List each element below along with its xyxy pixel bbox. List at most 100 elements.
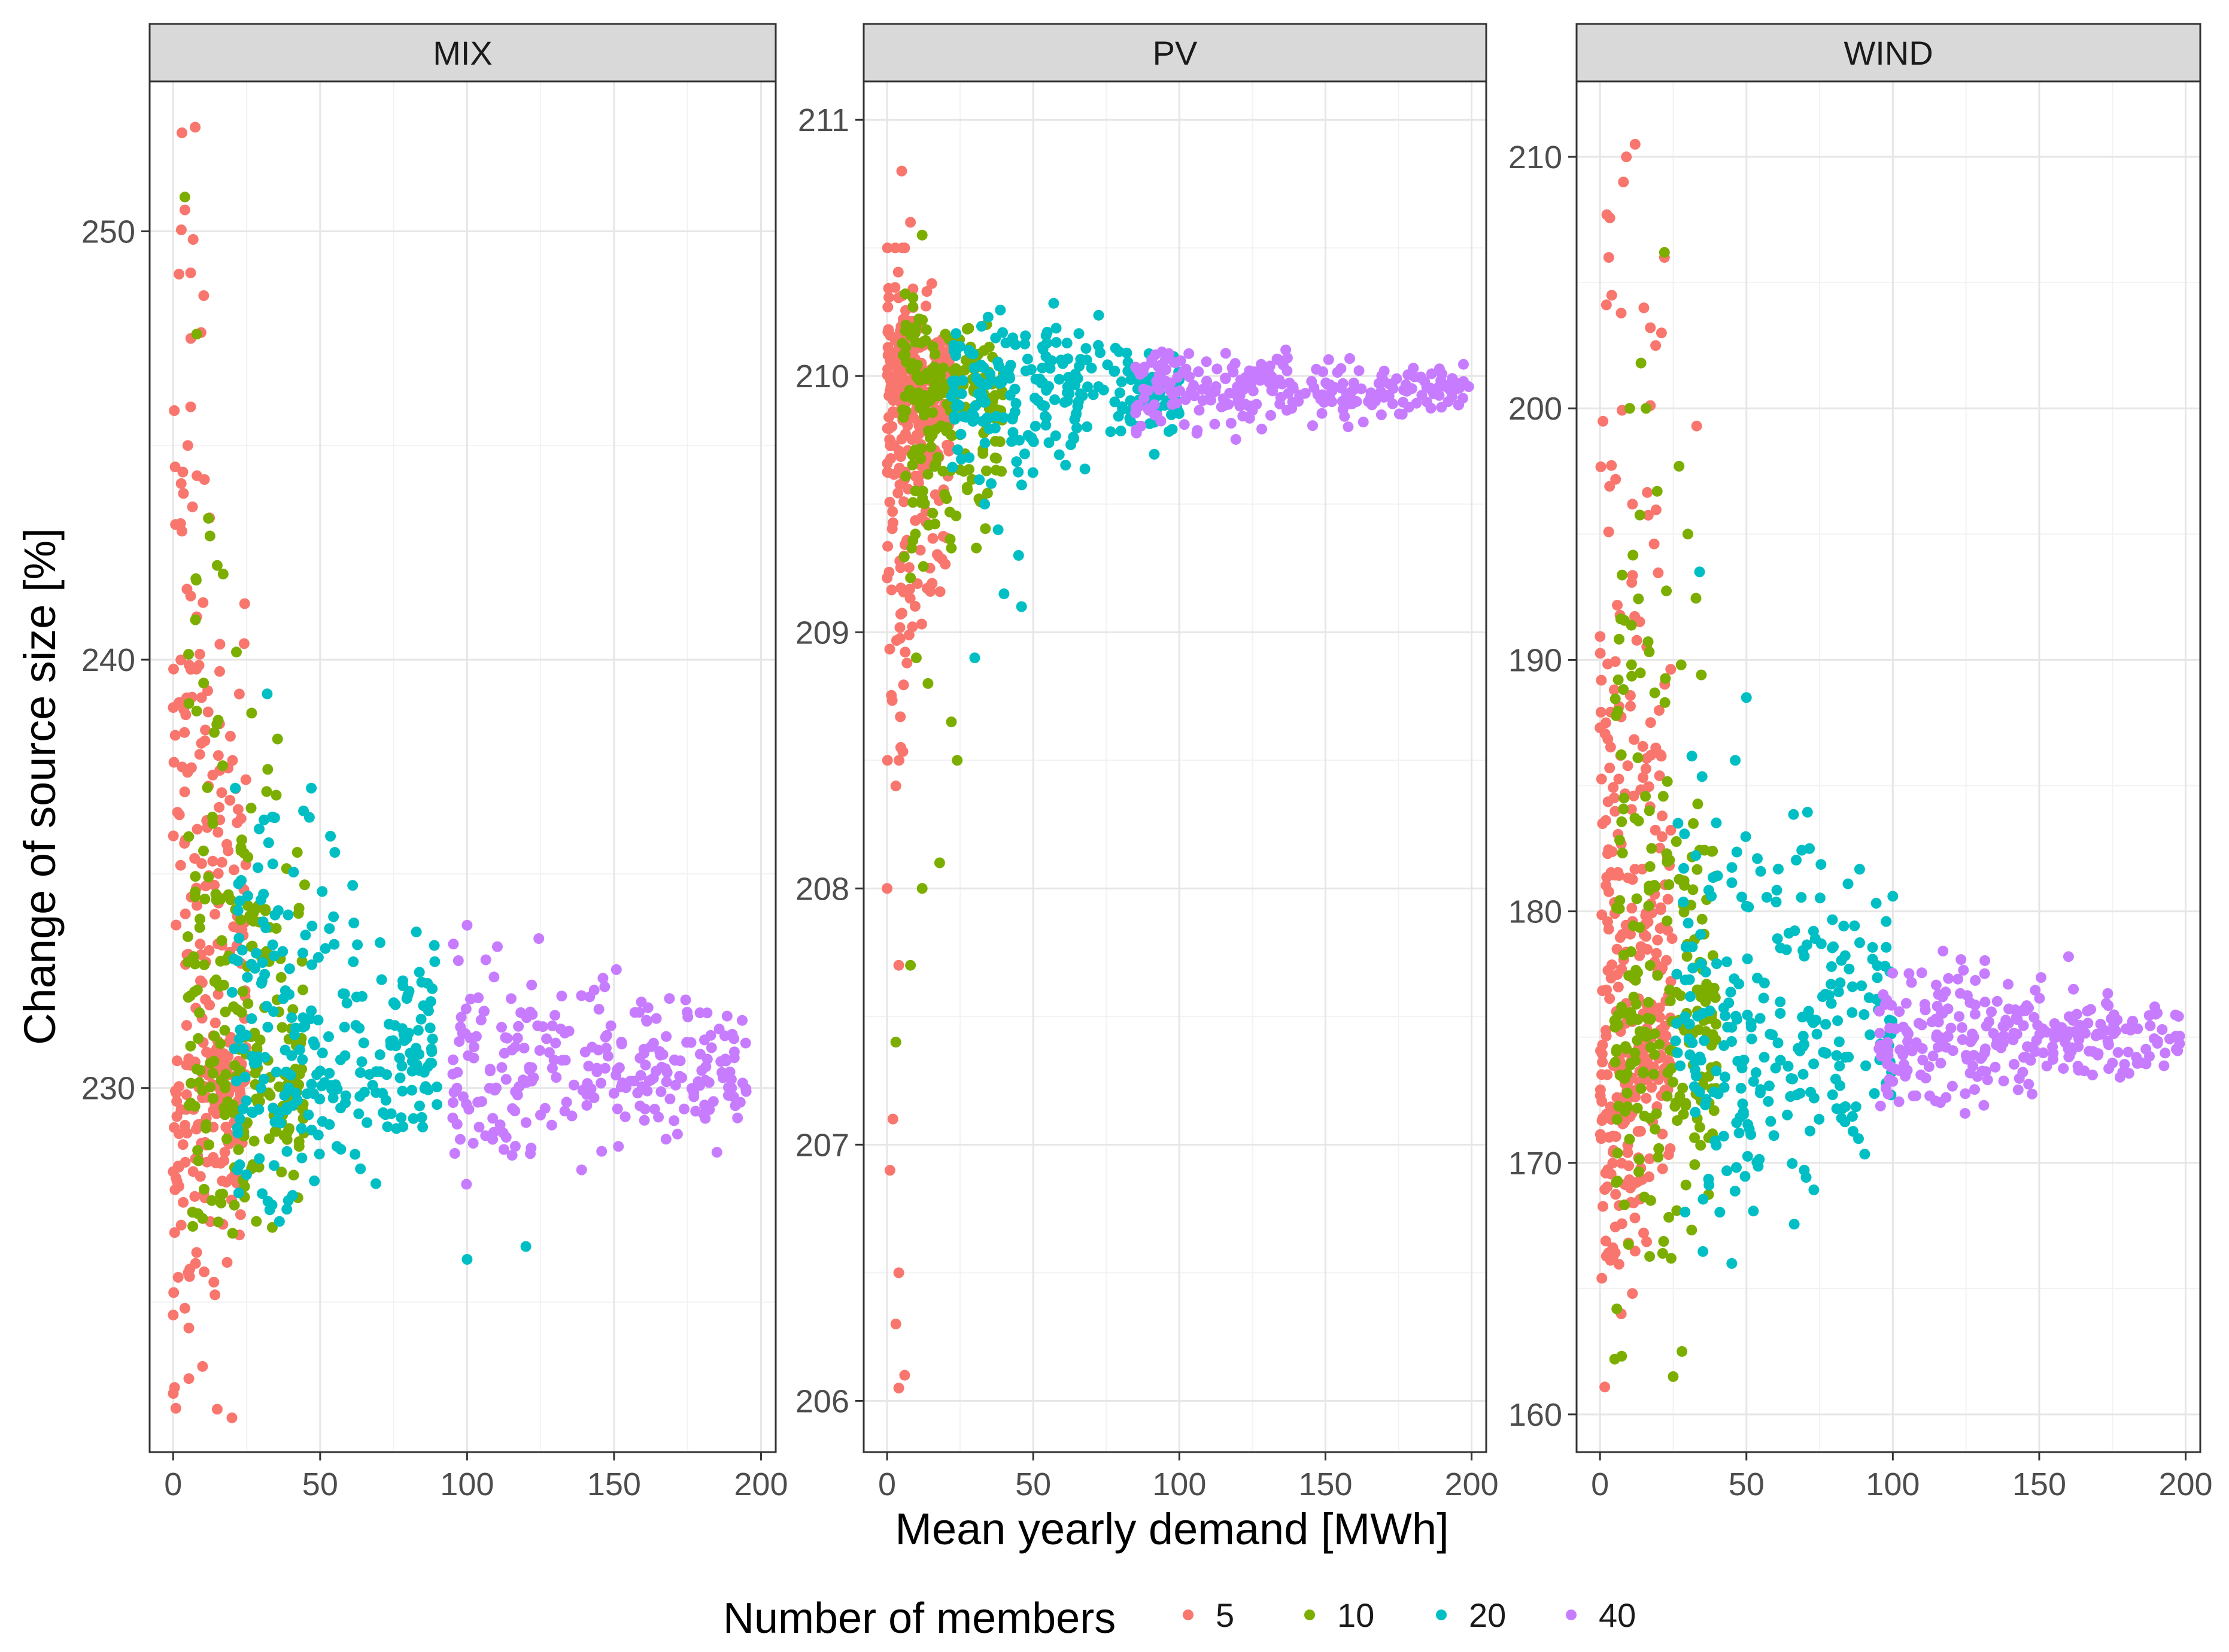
panel-mix: 0 50 100 150 200 230 240 250 MIX: [81, 23, 788, 1502]
point-members-40: [2032, 1019, 2043, 1031]
point-members-10: [923, 520, 934, 531]
point-members-40: [1940, 1041, 1952, 1053]
point-members-20: [1050, 337, 1062, 348]
point-members-40: [655, 1049, 666, 1061]
point-members-40: [1323, 354, 1334, 365]
point-members-5: [882, 458, 893, 469]
point-members-20: [391, 1123, 402, 1134]
point-members-40: [636, 997, 647, 1007]
y-tick-label: 207: [795, 1127, 849, 1163]
point-members-10: [219, 1109, 230, 1120]
point-members-5: [1595, 648, 1606, 659]
point-members-40: [1186, 385, 1197, 396]
point-members-5: [193, 660, 205, 671]
point-members-20: [1847, 1126, 1858, 1137]
point-members-20: [1678, 1013, 1690, 1024]
point-members-20: [1114, 387, 1125, 399]
point-members-40: [612, 1103, 623, 1115]
point-members-5: [1611, 1092, 1623, 1103]
point-members-20: [1742, 953, 1753, 964]
point-members-20: [1772, 933, 1783, 945]
point-members-20: [314, 1094, 326, 1105]
point-members-5: [170, 1402, 181, 1414]
point-members-40: [670, 1079, 681, 1091]
point-members-40: [1999, 1021, 2010, 1032]
point-members-40: [1353, 365, 1365, 376]
point-members-10: [918, 561, 929, 572]
point-members-5: [171, 1088, 182, 1099]
point-members-5: [1629, 139, 1641, 150]
point-members-5: [212, 989, 224, 1000]
point-members-10: [910, 529, 921, 540]
point-members-20: [967, 407, 978, 418]
point-members-20: [1860, 1060, 1872, 1071]
point-members-20: [947, 461, 958, 473]
point-members-20: [371, 1178, 381, 1189]
point-members-20: [1680, 974, 1691, 986]
point-members-20: [230, 782, 241, 794]
point-members-40: [1375, 386, 1386, 397]
point-members-20: [1742, 1150, 1753, 1162]
point-members-10: [1611, 1044, 1622, 1055]
point-members-40: [2119, 1059, 2130, 1070]
point-members-40: [2158, 1060, 2170, 1071]
point-members-20: [1117, 403, 1128, 415]
point-members-20: [1037, 362, 1048, 373]
point-members-20: [258, 1073, 269, 1085]
point-members-10: [1658, 1236, 1669, 1247]
point-members-10: [907, 459, 918, 470]
point-members-5: [192, 900, 202, 911]
point-members-40: [1916, 1019, 1927, 1031]
point-members-20: [374, 1049, 385, 1061]
point-members-20: [378, 1107, 389, 1118]
point-members-20: [1754, 1153, 1765, 1165]
point-members-40: [1917, 1054, 1929, 1065]
point-members-10: [209, 1030, 220, 1041]
point-members-5: [898, 679, 909, 691]
point-members-5: [903, 629, 915, 640]
point-members-40: [543, 1047, 555, 1058]
point-members-20: [1695, 929, 1706, 940]
point-members-10: [917, 485, 928, 497]
point-members-10: [1612, 706, 1624, 716]
point-members-10: [1678, 1109, 1689, 1120]
point-members-40: [2127, 1019, 2138, 1030]
point-members-10: [1627, 549, 1639, 561]
point-members-5: [894, 449, 905, 460]
point-members-40: [700, 1113, 711, 1124]
point-members-20: [1833, 1036, 1845, 1047]
point-members-10: [910, 327, 921, 339]
point-members-5: [1626, 577, 1638, 588]
point-members-40: [1879, 999, 1891, 1010]
point-members-10: [196, 1085, 208, 1096]
point-members-20: [952, 444, 964, 455]
point-members-10: [940, 329, 951, 340]
point-members-5: [1605, 742, 1616, 753]
point-members-5: [215, 1158, 226, 1169]
point-members-20: [1680, 1207, 1691, 1217]
point-members-20: [995, 305, 1006, 315]
point-members-10: [191, 1064, 202, 1075]
point-members-5: [180, 1120, 190, 1131]
point-members-40: [613, 1141, 624, 1152]
point-members-5: [888, 354, 899, 365]
point-members-20: [1770, 1062, 1781, 1074]
point-members-10: [1662, 776, 1673, 787]
point-members-5: [1597, 1056, 1608, 1068]
point-members-5: [903, 562, 915, 573]
point-members-5: [190, 122, 201, 133]
point-members-20: [1706, 891, 1717, 902]
point-members-20: [394, 1072, 406, 1083]
point-members-10: [211, 560, 223, 571]
point-members-20: [239, 1071, 251, 1083]
point-members-10: [246, 707, 257, 719]
point-members-40: [1170, 357, 1181, 368]
point-members-20: [257, 1188, 268, 1199]
point-members-20: [232, 1122, 243, 1134]
point-members-10: [1660, 673, 1671, 684]
point-members-10: [231, 646, 242, 658]
point-members-40: [566, 1110, 578, 1122]
point-members-20: [323, 1031, 334, 1042]
point-members-40: [1979, 955, 1991, 966]
point-members-10: [1611, 902, 1622, 913]
